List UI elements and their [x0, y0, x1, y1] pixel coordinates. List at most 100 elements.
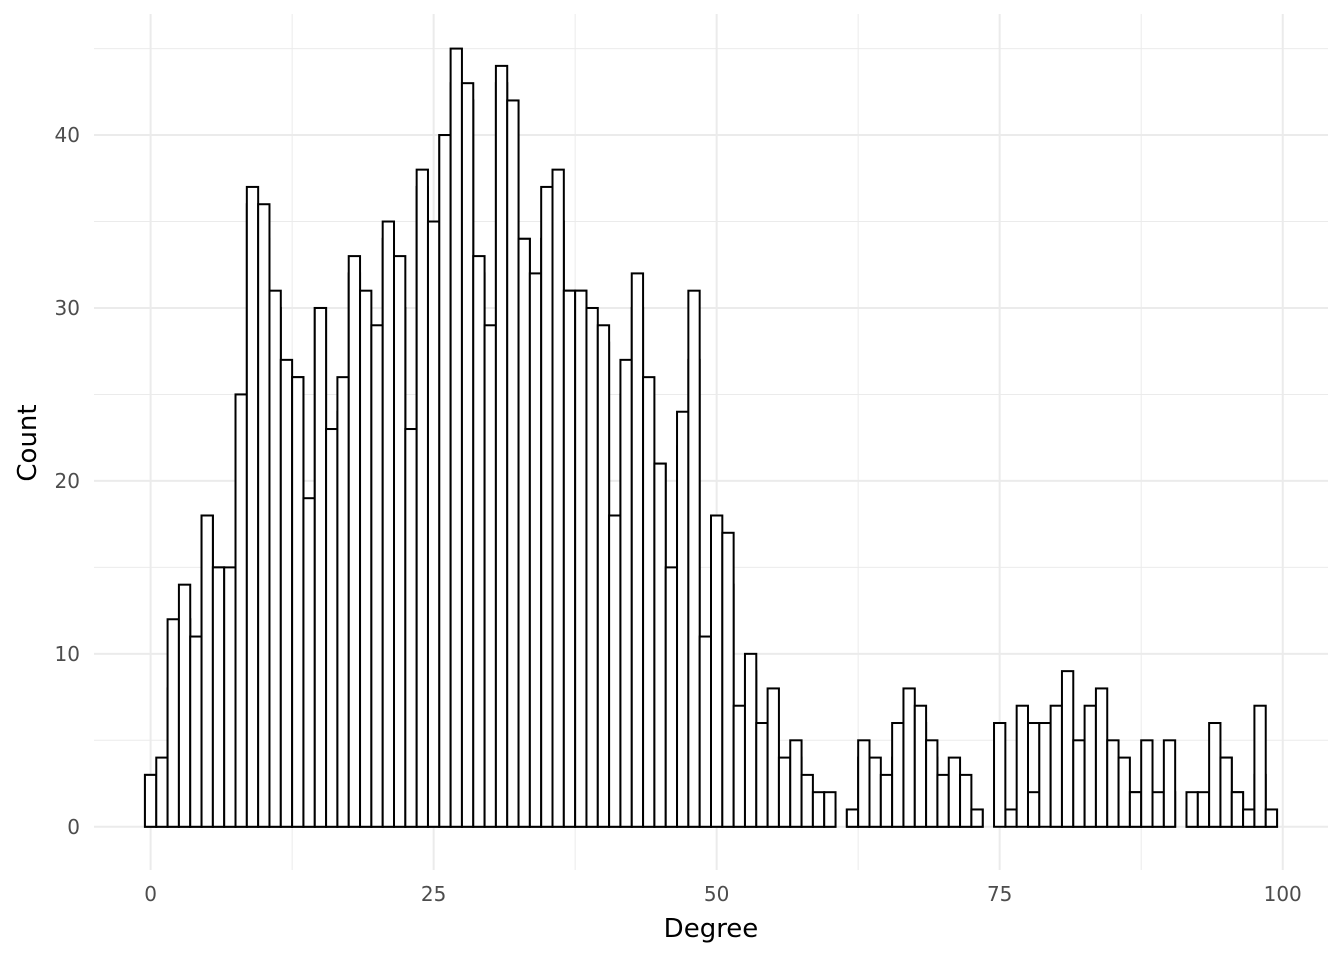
y-tick-label: 20	[55, 469, 80, 493]
histogram-bar	[1230, 791, 1245, 828]
y-tick-label: 0	[67, 815, 80, 839]
histogram-bar	[449, 47, 463, 828]
histogram-bar	[404, 428, 418, 828]
x-tick-label: 75	[987, 882, 1012, 906]
x-tick-label: 25	[421, 882, 446, 906]
histogram-bar	[857, 739, 871, 828]
histogram-bar	[743, 652, 758, 828]
histogram-bar	[993, 722, 1007, 828]
histogram-bar	[1060, 670, 1075, 828]
histogram-bar	[845, 808, 860, 828]
histogram-bar	[1162, 739, 1177, 828]
histogram-bar	[302, 497, 316, 828]
x-tick-label: 100	[1264, 882, 1302, 906]
histogram-bar	[1264, 808, 1279, 828]
histogram-bar	[947, 756, 962, 828]
histogram-bar	[189, 635, 203, 828]
histogram-bar	[359, 289, 373, 828]
histogram-bar	[155, 756, 169, 828]
x-axis-tick-labels: 0 25 50 75 100	[144, 882, 1302, 906]
histogram-bar	[879, 773, 894, 828]
histogram-bar	[245, 185, 260, 828]
histogram-bar	[1242, 808, 1256, 828]
histogram-bar	[608, 514, 622, 828]
histogram-bar	[585, 306, 599, 828]
histogram-bar	[438, 134, 452, 828]
histogram-bar	[1015, 704, 1029, 828]
histogram-bar	[483, 324, 497, 828]
histogram-bar	[687, 289, 701, 828]
x-tick-label: 0	[144, 882, 157, 906]
histogram-bar	[200, 514, 214, 828]
histogram-bar	[540, 185, 554, 828]
x-tick-label: 50	[704, 882, 729, 906]
histogram-bar	[325, 428, 339, 828]
histogram-bar	[1026, 791, 1041, 828]
histogram-bar	[630, 272, 645, 828]
histogram-bar	[415, 168, 429, 828]
histogram-bar	[279, 358, 294, 828]
histogram-bar	[913, 704, 928, 828]
histogram-bar	[1140, 739, 1154, 828]
histogram-bar	[1253, 704, 1267, 828]
histogram-bar	[653, 462, 667, 828]
histogram-bar	[313, 306, 328, 828]
histogram-bar	[766, 687, 780, 828]
histogram-bar	[732, 704, 746, 828]
histogram-bar	[223, 566, 237, 828]
histogram-bar	[528, 272, 543, 828]
histogram-bar	[1117, 756, 1131, 828]
histogram-bar	[1049, 704, 1063, 828]
histogram-bar	[460, 82, 475, 828]
histogram-bar	[959, 773, 973, 828]
histogram-bar	[1185, 791, 1199, 828]
histogram-bar	[177, 583, 192, 828]
histogram-bar	[551, 168, 565, 828]
histogram-bar	[789, 739, 803, 828]
histogram-bar	[698, 635, 712, 828]
histogram-bar	[619, 358, 633, 828]
histogram-bar	[291, 376, 305, 828]
histogram-bar	[426, 220, 441, 828]
histogram-bar	[1219, 756, 1233, 828]
histogram-bar	[777, 756, 792, 828]
histogram-bar	[257, 203, 271, 828]
histogram-bar	[800, 773, 814, 828]
y-tick-label: 30	[55, 296, 80, 320]
histogram-bar	[1106, 739, 1120, 828]
y-tick-label: 10	[55, 642, 80, 666]
histogram-bar	[1196, 791, 1211, 828]
histogram-bar	[755, 722, 769, 828]
histogram-bar	[1208, 722, 1222, 828]
histogram-bar	[710, 514, 724, 828]
histogram-bar	[347, 255, 362, 828]
histogram-bar	[370, 324, 384, 828]
histogram-bar	[1083, 704, 1097, 828]
histogram-bar	[823, 791, 837, 828]
y-tick-label: 40	[55, 123, 80, 147]
histogram-bar	[664, 566, 679, 828]
histogram-bar	[642, 376, 656, 828]
histogram-bar	[381, 220, 396, 828]
histogram-bar	[393, 255, 407, 828]
histogram-bar	[268, 289, 282, 828]
histogram-bar	[336, 376, 350, 828]
histogram-bar	[721, 531, 735, 828]
histogram-bar	[970, 808, 984, 828]
histogram-bar	[166, 618, 180, 828]
histogram-bar	[211, 566, 226, 828]
histogram-bar	[562, 289, 577, 828]
histogram-bar	[1004, 808, 1018, 828]
histogram-bar	[596, 324, 611, 828]
histogram-bar	[1151, 791, 1165, 828]
histogram-bar	[494, 64, 509, 828]
histogram-bar	[574, 289, 588, 828]
x-axis-title: Degree	[664, 914, 759, 944]
histogram-bar	[891, 722, 905, 828]
histogram-bar	[1038, 722, 1052, 828]
histogram-bar	[1072, 739, 1086, 828]
histogram-bar	[868, 756, 882, 828]
histogram-bar	[143, 773, 158, 828]
histogram-bars	[143, 47, 1279, 828]
histogram-bar	[234, 393, 248, 828]
